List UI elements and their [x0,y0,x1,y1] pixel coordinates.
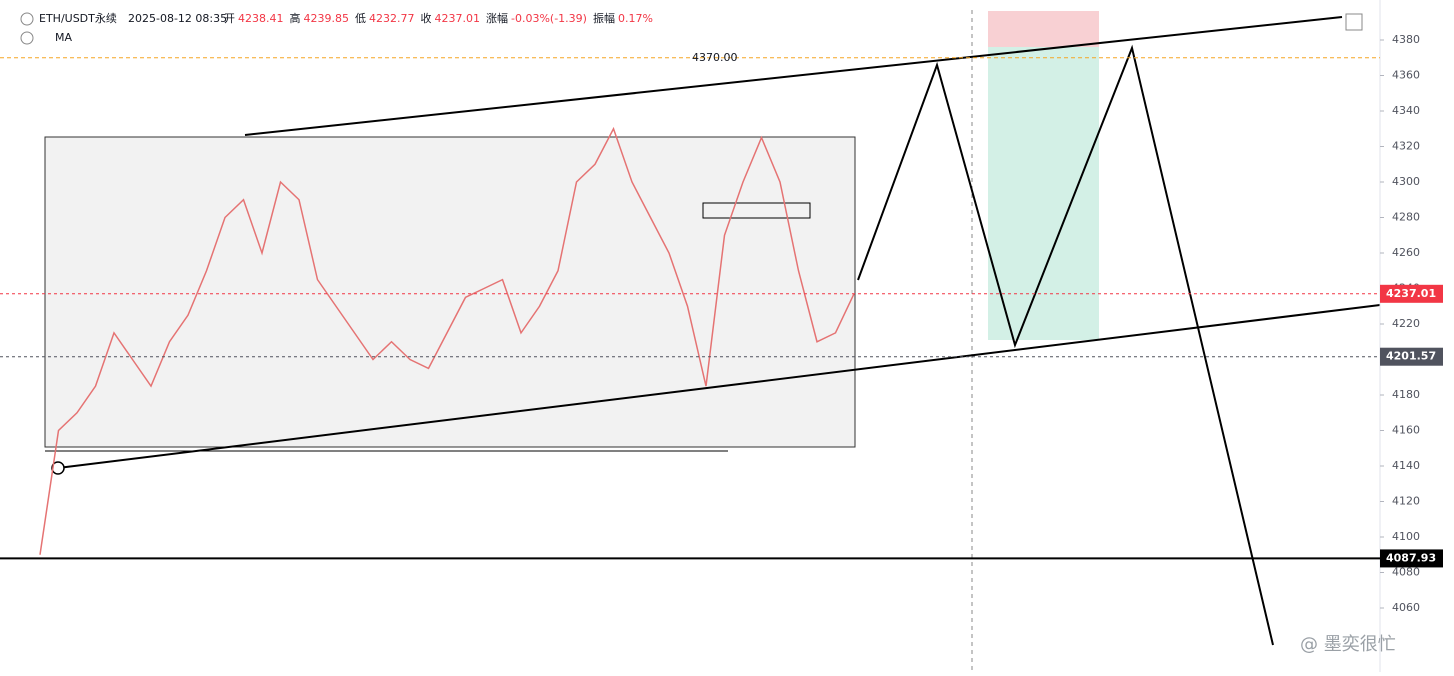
fullscreen-button[interactable] [1345,13,1363,31]
y-tick-label: 4140 [1392,459,1420,472]
price-tag-label: 4201.57 [1386,350,1436,363]
field-value: 4238.41 [238,12,284,25]
y-tick-label: 4260 [1392,246,1420,259]
field-value: 4239.85 [304,12,350,25]
small-box [702,202,811,219]
range-box [44,136,856,448]
y-tick-label: 4380 [1392,33,1420,46]
watermark: @ 墨奕很忙 [1300,634,1396,655]
y-tick-label: 4100 [1392,530,1420,543]
datetime: 2025-08-12 08:35 [128,12,227,25]
y-tick-label: 4300 [1392,175,1420,188]
target-zone [988,47,1099,340]
y-tick-label: 4060 [1392,601,1420,614]
y-tick-label: 4340 [1392,104,1420,117]
field-label: 开 [224,12,235,25]
field-label: 高 [290,11,301,25]
y-tick-label: 4080 [1392,566,1420,579]
field-value: 4232.77 [369,12,415,25]
upper-channel [244,16,1343,136]
y-tick-label: 4280 [1392,211,1420,224]
annotation-label: 4370.00 [692,51,738,64]
anchor-point [51,461,65,475]
price-tag [1380,347,1443,366]
stop-zone [988,11,1099,47]
field-label: 收 [421,11,432,25]
price-tag-label: 4087.93 [1386,551,1436,564]
y-tick-label: 4320 [1392,140,1420,153]
header: ETH/USDT永续 2025-08-12 08:35 MA [20,11,227,45]
projection-path [857,44,1274,646]
field-value: 0.17% [618,12,653,25]
symbol: ETH/USDT永续 [39,11,117,25]
y-tick-label: 4120 [1392,495,1420,508]
indicator[interactable]: MA [55,31,72,44]
field-value: 4237.01 [435,12,481,25]
field-label: 振幅 [593,11,615,25]
y-tick-label: 4360 [1392,69,1420,82]
lower-channel [57,304,1381,469]
price-trace [39,126,855,555]
price-tag [1380,549,1443,568]
y-tick-label: 4160 [1392,424,1420,437]
y-tick-label: 4180 [1392,388,1420,401]
field-label: 低 [355,12,366,25]
collapse-icon[interactable] [20,31,34,45]
field-value: -0.03%(-1.39) [511,12,587,25]
collapse-icon[interactable] [20,12,34,26]
price-tag-label: 4237.01 [1386,287,1436,300]
field-label: 涨幅 [486,12,508,25]
price-tag [1380,284,1443,303]
y-tick-label: 4220 [1392,317,1420,330]
